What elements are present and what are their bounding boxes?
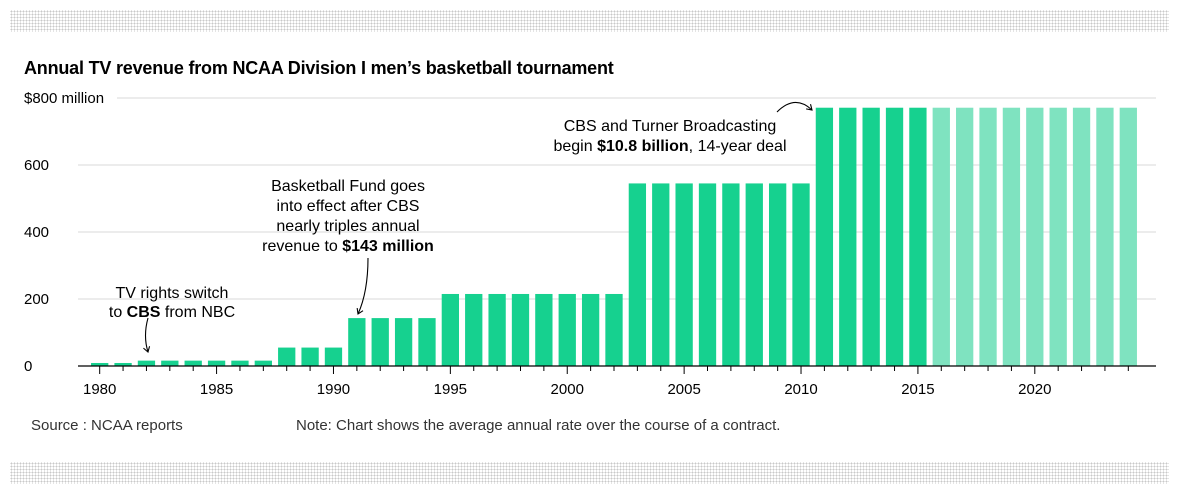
bar-1997: [488, 293, 506, 366]
y-tick-label: $800 million: [24, 90, 104, 107]
bar-2013: [862, 107, 880, 366]
annotation-3: CBS and Turner Broadcasting begin $10.8 b…: [553, 101, 813, 155]
bar-1981: [114, 362, 132, 366]
annotation-line: CBS and Turner Broadcasting: [564, 118, 777, 135]
x-tick-label: 2010: [784, 381, 817, 398]
annotation-line: revenue to $143 million: [262, 238, 434, 255]
bar-1985: [207, 360, 226, 366]
annotation-2: Basketball Fund goes into effect after CB…: [262, 178, 434, 315]
bar-2010: [792, 183, 810, 366]
bar-2020: [1026, 107, 1044, 366]
bar-2019: [1002, 107, 1021, 366]
x-tick-label: 1990: [317, 381, 350, 398]
bar-1991: [348, 318, 366, 366]
bar-1990: [324, 347, 343, 366]
annotation-1: TV rights switch to CBS from NBC: [109, 285, 235, 353]
y-tick-label: 200: [24, 291, 49, 308]
x-tick-label: 1995: [434, 381, 467, 398]
bar-2024: [1119, 107, 1137, 366]
bar-2018: [979, 107, 997, 366]
bar-2012: [839, 107, 857, 366]
annotation-arrow: [776, 101, 813, 113]
top-dotted-band: [10, 10, 1169, 32]
bar-2021: [1049, 107, 1067, 366]
annotation-line: Basketball Fund goes: [271, 178, 425, 195]
bar-2006: [698, 183, 717, 366]
bar-2007: [722, 183, 740, 366]
annotation-line: into effect after CBS: [277, 198, 420, 215]
bar-1992: [371, 318, 389, 366]
bar-1996: [465, 293, 483, 366]
bar-2015: [909, 107, 927, 366]
annotation-arrow: [144, 317, 149, 353]
bar-1986: [231, 360, 249, 366]
bar-1980: [91, 362, 109, 366]
bar-1999: [535, 293, 553, 366]
bar-1993: [394, 318, 413, 366]
bar-1994: [418, 318, 436, 366]
bottom-dotted-band: [10, 462, 1169, 484]
bar-2023: [1096, 107, 1114, 366]
bar-2016: [932, 107, 950, 366]
y-tick-label: 600: [24, 157, 49, 174]
x-tick-label: 1980: [83, 381, 116, 398]
bar-2002: [605, 293, 623, 366]
annotation-line: to CBS from NBC: [109, 304, 235, 321]
bar-2005: [675, 183, 693, 366]
x-tick-label: 2005: [667, 381, 700, 398]
bar-2017: [956, 107, 974, 366]
arrowhead: [806, 104, 813, 111]
bar-2001: [581, 293, 600, 366]
x-tick-label: 2020: [1018, 381, 1051, 398]
bar-2004: [652, 183, 670, 366]
bar-1984: [184, 360, 202, 366]
x-tick-label: 1985: [200, 381, 233, 398]
annotation-arrow: [357, 257, 369, 315]
annotation-line: nearly triples annual: [276, 218, 419, 235]
bar-1989: [301, 347, 319, 366]
x-tick-label: 2000: [551, 381, 584, 398]
chart-note: Note: Chart shows the average annual rat…: [296, 417, 781, 434]
y-tick-label: 400: [24, 224, 49, 241]
bar-2008: [745, 183, 763, 366]
bar-2014: [885, 107, 904, 366]
source-note: Source : NCAA reports: [31, 417, 183, 434]
bar-2009: [768, 183, 787, 366]
bar-2022: [1072, 107, 1091, 366]
annotation-line: begin $10.8 billion, 14-year deal: [553, 138, 786, 155]
annotation-line: TV rights switch: [116, 285, 229, 302]
bar-1987: [254, 360, 272, 366]
bar-1995: [441, 293, 460, 366]
bar-2000: [558, 293, 576, 366]
bar-2011: [815, 107, 834, 366]
arrowhead: [356, 307, 364, 315]
bar-2003: [628, 183, 647, 366]
bar-1983: [161, 360, 179, 366]
x-tick-label: 2015: [901, 381, 934, 398]
bar-1998: [511, 293, 530, 366]
chart-title: Annual TV revenue from NCAA Division I m…: [24, 58, 614, 78]
arrowhead: [143, 346, 151, 353]
y-tick-label: 0: [24, 358, 32, 375]
bar-1988: [278, 347, 296, 366]
bar-1982: [137, 360, 156, 366]
